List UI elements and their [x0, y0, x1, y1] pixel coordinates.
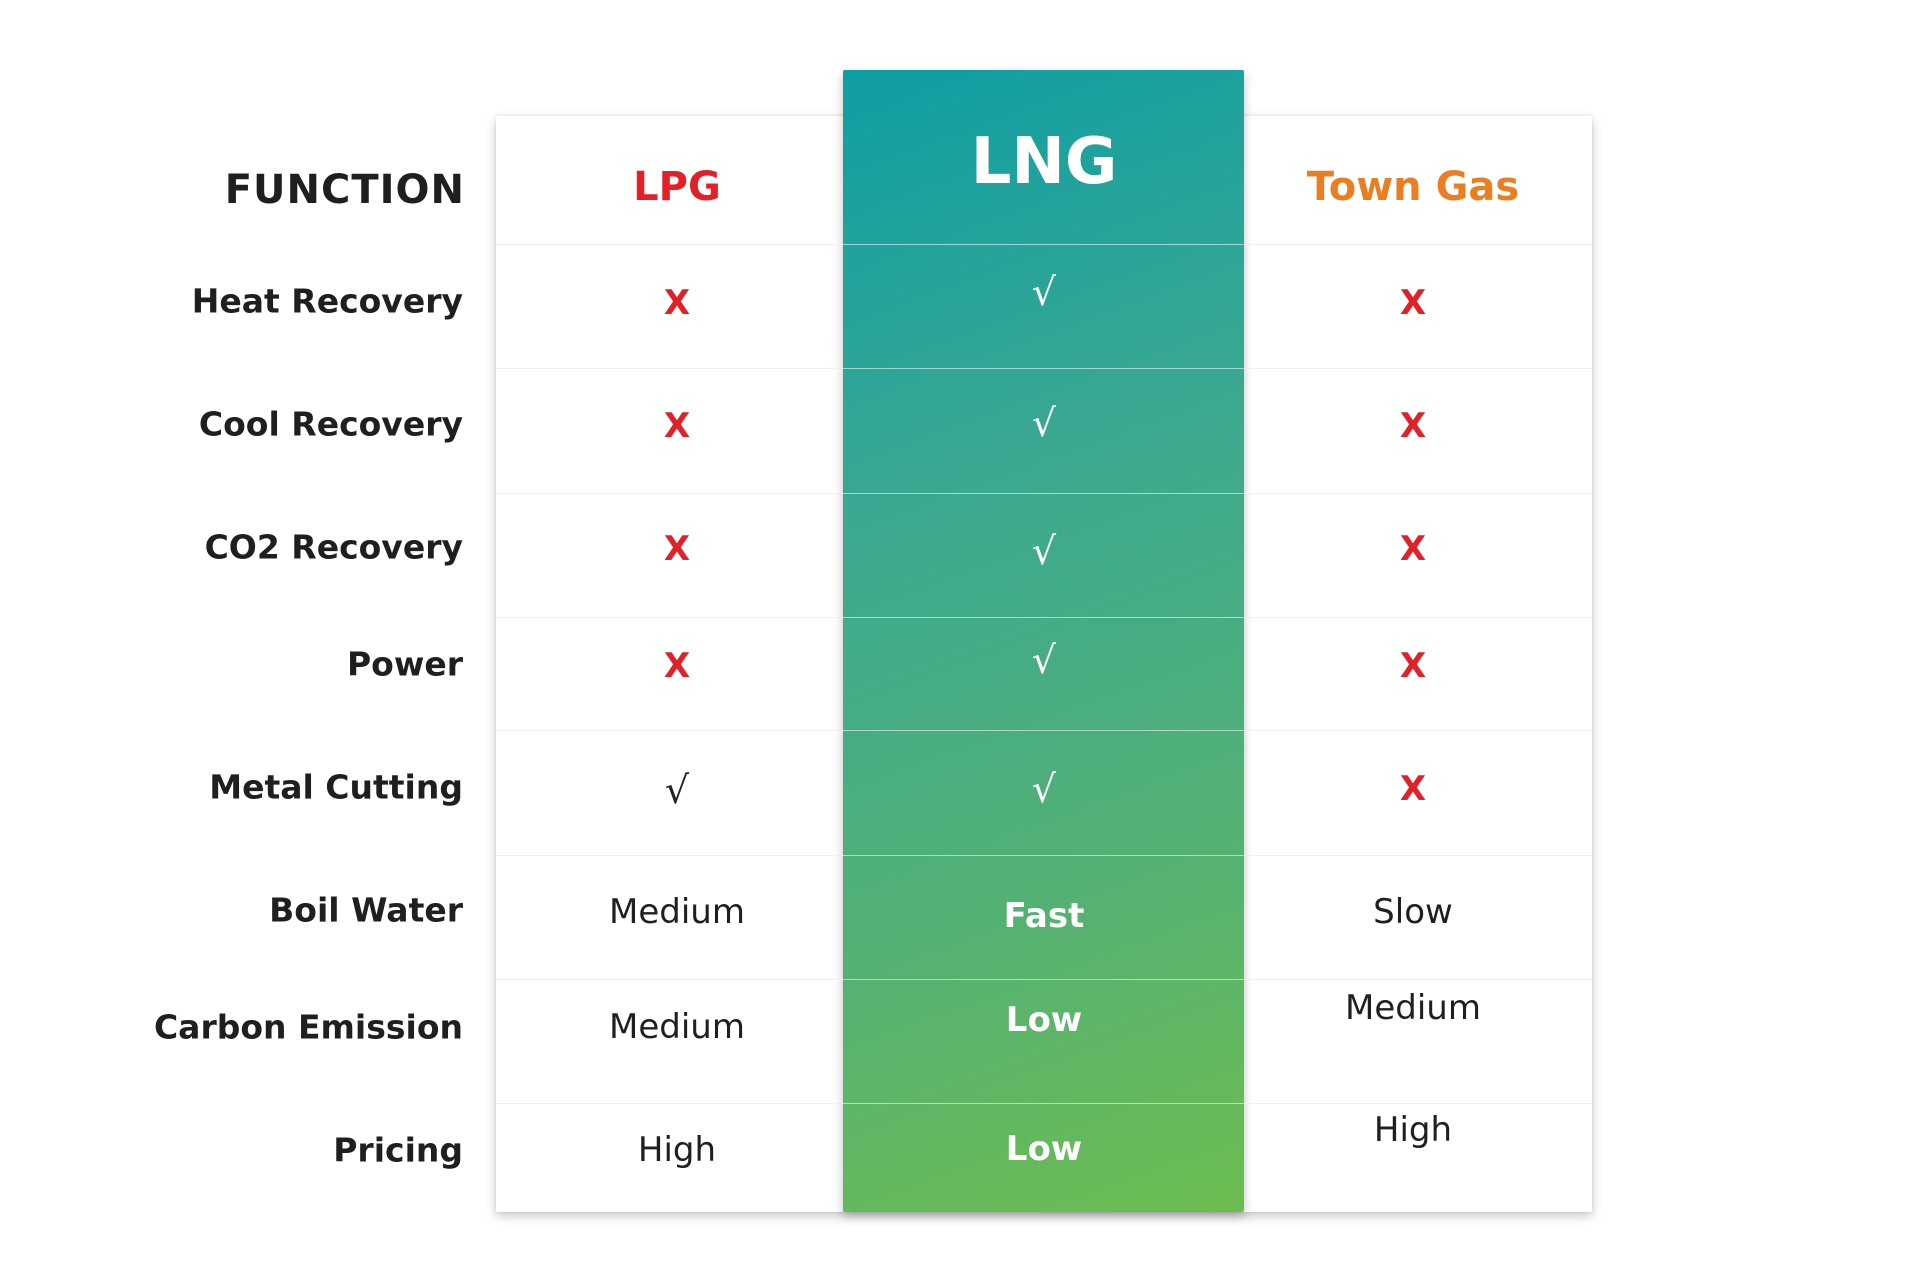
cell-lpg-co2-recovery: X	[663, 529, 691, 569]
cell-town-gas-co2-recovery: X	[1399, 529, 1427, 569]
row-divider	[496, 855, 843, 856]
row-label-heat-recovery: Heat Recovery	[191, 281, 463, 321]
row-label-carbon-emission: Carbon Emission	[153, 1007, 463, 1047]
row-divider	[843, 855, 1244, 856]
row-divider	[496, 1103, 843, 1104]
cell-lpg-carbon-emission: Medium	[609, 1007, 745, 1047]
row-divider	[496, 244, 843, 245]
lng-highlight-column	[843, 70, 1244, 1212]
row-divider	[843, 979, 1244, 980]
function-heading: FUNCTION	[224, 167, 465, 213]
cell-lng-power: √	[1031, 638, 1057, 682]
row-divider	[1244, 493, 1592, 494]
cell-lpg-metal-cutting: √	[664, 768, 690, 812]
cell-lng-boil-water: Fast	[1003, 896, 1085, 936]
column-header-lng: LNG	[970, 125, 1118, 199]
row-divider	[1244, 730, 1592, 731]
cell-lpg-power: X	[663, 646, 691, 686]
cell-lpg-pricing: High	[637, 1130, 717, 1170]
row-divider	[1244, 244, 1592, 245]
row-divider	[843, 730, 1244, 731]
row-divider	[496, 617, 843, 618]
row-divider	[843, 368, 1244, 369]
cell-lng-co2-recovery: √	[1031, 529, 1057, 573]
cell-lng-pricing: Low	[1005, 1129, 1083, 1169]
row-divider	[1244, 1103, 1592, 1104]
cell-lpg-heat-recovery: X	[663, 283, 691, 323]
row-divider	[843, 493, 1244, 494]
cell-lpg-boil-water: Medium	[609, 892, 745, 932]
row-divider	[496, 368, 843, 369]
cell-town-gas-metal-cutting: X	[1399, 769, 1427, 809]
row-divider	[496, 730, 843, 731]
row-divider	[843, 244, 1244, 245]
column-header-lpg: LPG	[633, 164, 721, 210]
cell-town-gas-cool-recovery: X	[1399, 406, 1427, 446]
row-divider	[1244, 368, 1592, 369]
row-divider	[1244, 617, 1592, 618]
cell-town-gas-pricing: High	[1373, 1110, 1453, 1150]
cell-lng-cool-recovery: √	[1031, 401, 1057, 445]
cell-lng-heat-recovery: √	[1031, 270, 1057, 314]
row-divider	[496, 493, 843, 494]
column-header-town-gas: Town Gas	[1306, 164, 1520, 210]
row-divider	[1244, 979, 1592, 980]
row-divider	[843, 1103, 1244, 1104]
row-label-metal-cutting: Metal Cutting	[209, 767, 463, 807]
cell-lpg-cool-recovery: X	[663, 406, 691, 446]
cell-town-gas-power: X	[1399, 646, 1427, 686]
row-label-power: Power	[347, 644, 463, 684]
row-divider	[496, 979, 843, 980]
cell-town-gas-carbon-emission: Medium	[1345, 988, 1481, 1028]
row-label-pricing: Pricing	[333, 1130, 463, 1170]
row-label-boil-water: Boil Water	[269, 890, 463, 930]
cell-town-gas-heat-recovery: X	[1399, 283, 1427, 323]
cell-town-gas-boil-water: Slow	[1373, 892, 1453, 932]
row-divider	[1244, 855, 1592, 856]
row-label-cool-recovery: Cool Recovery	[198, 404, 463, 444]
row-divider	[843, 617, 1244, 618]
cell-lng-metal-cutting: √	[1031, 767, 1057, 811]
cell-lng-carbon-emission: Low	[1005, 1000, 1083, 1040]
row-label-co2-recovery: CO2 Recovery	[204, 527, 463, 567]
